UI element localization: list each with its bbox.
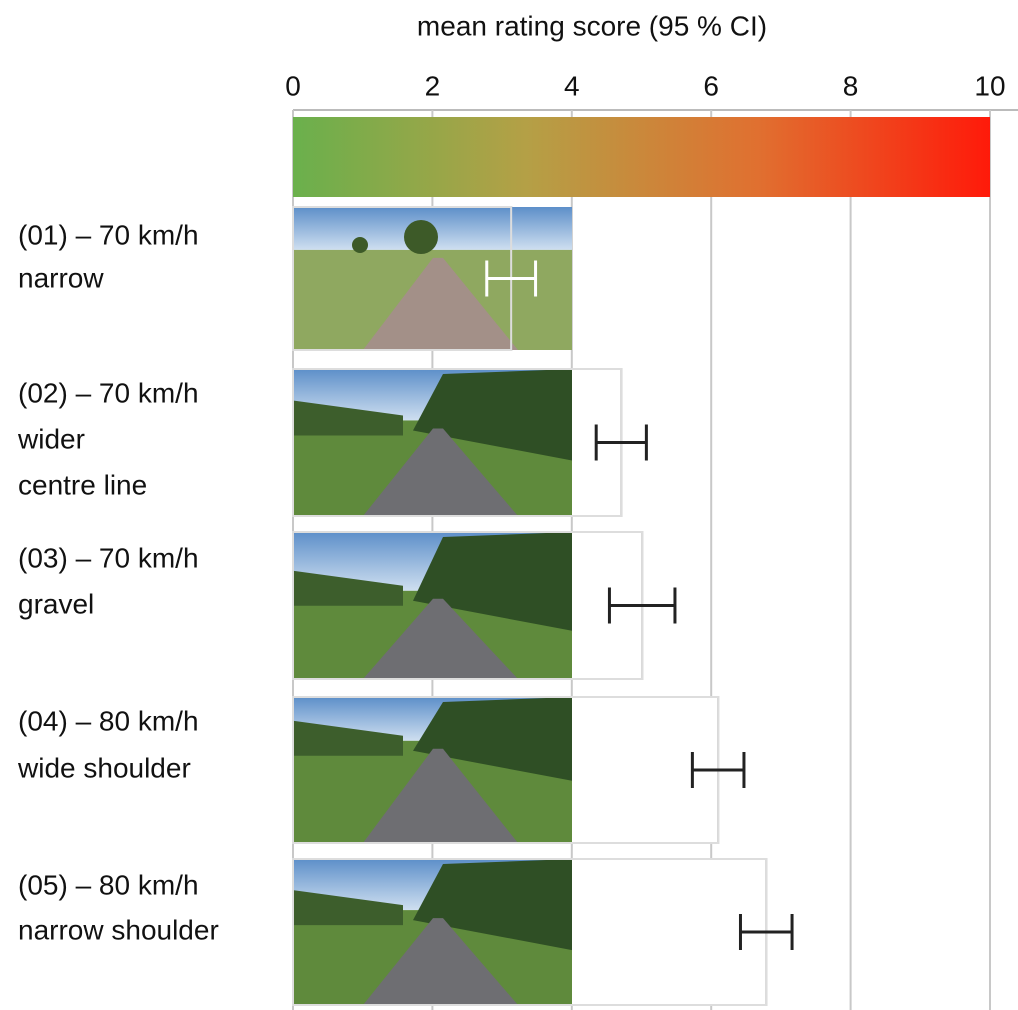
category-label: narrow shoulder: [18, 914, 219, 945]
x-tick-label: 8: [843, 70, 859, 101]
x-tick-label: 0: [285, 70, 301, 101]
category-label: (03) – 70 km/h: [18, 542, 199, 573]
photo: [293, 369, 572, 516]
photo-tree: [404, 220, 438, 254]
photo: [293, 697, 572, 843]
category-label: narrow: [18, 262, 104, 293]
category-label: wide shoulder: [17, 752, 191, 783]
category-label: gravel: [18, 588, 94, 619]
photo-tree: [352, 237, 368, 253]
category-label: (04) – 80 km/h: [18, 705, 199, 736]
chart: mean rating score (95 % CI) 0 2 4 6 8 10 (01) …: [0, 0, 1018, 1010]
category-label: wider: [17, 423, 85, 454]
x-tick-label: 2: [425, 70, 441, 101]
category-label: (05) – 80 km/h: [18, 869, 199, 900]
x-tick-label: 10: [974, 70, 1005, 101]
category-label: (01) – 70 km/h: [18, 219, 199, 250]
category-label: centre line: [18, 469, 147, 500]
axis-title: mean rating score (95 % CI): [417, 10, 767, 41]
category-label: (02) – 70 km/h: [18, 377, 199, 408]
photo: [293, 859, 572, 1005]
x-tick-label: 6: [703, 70, 719, 101]
x-tick-label: 4: [564, 70, 580, 101]
colorbar: [293, 117, 990, 197]
photo: [293, 532, 572, 679]
